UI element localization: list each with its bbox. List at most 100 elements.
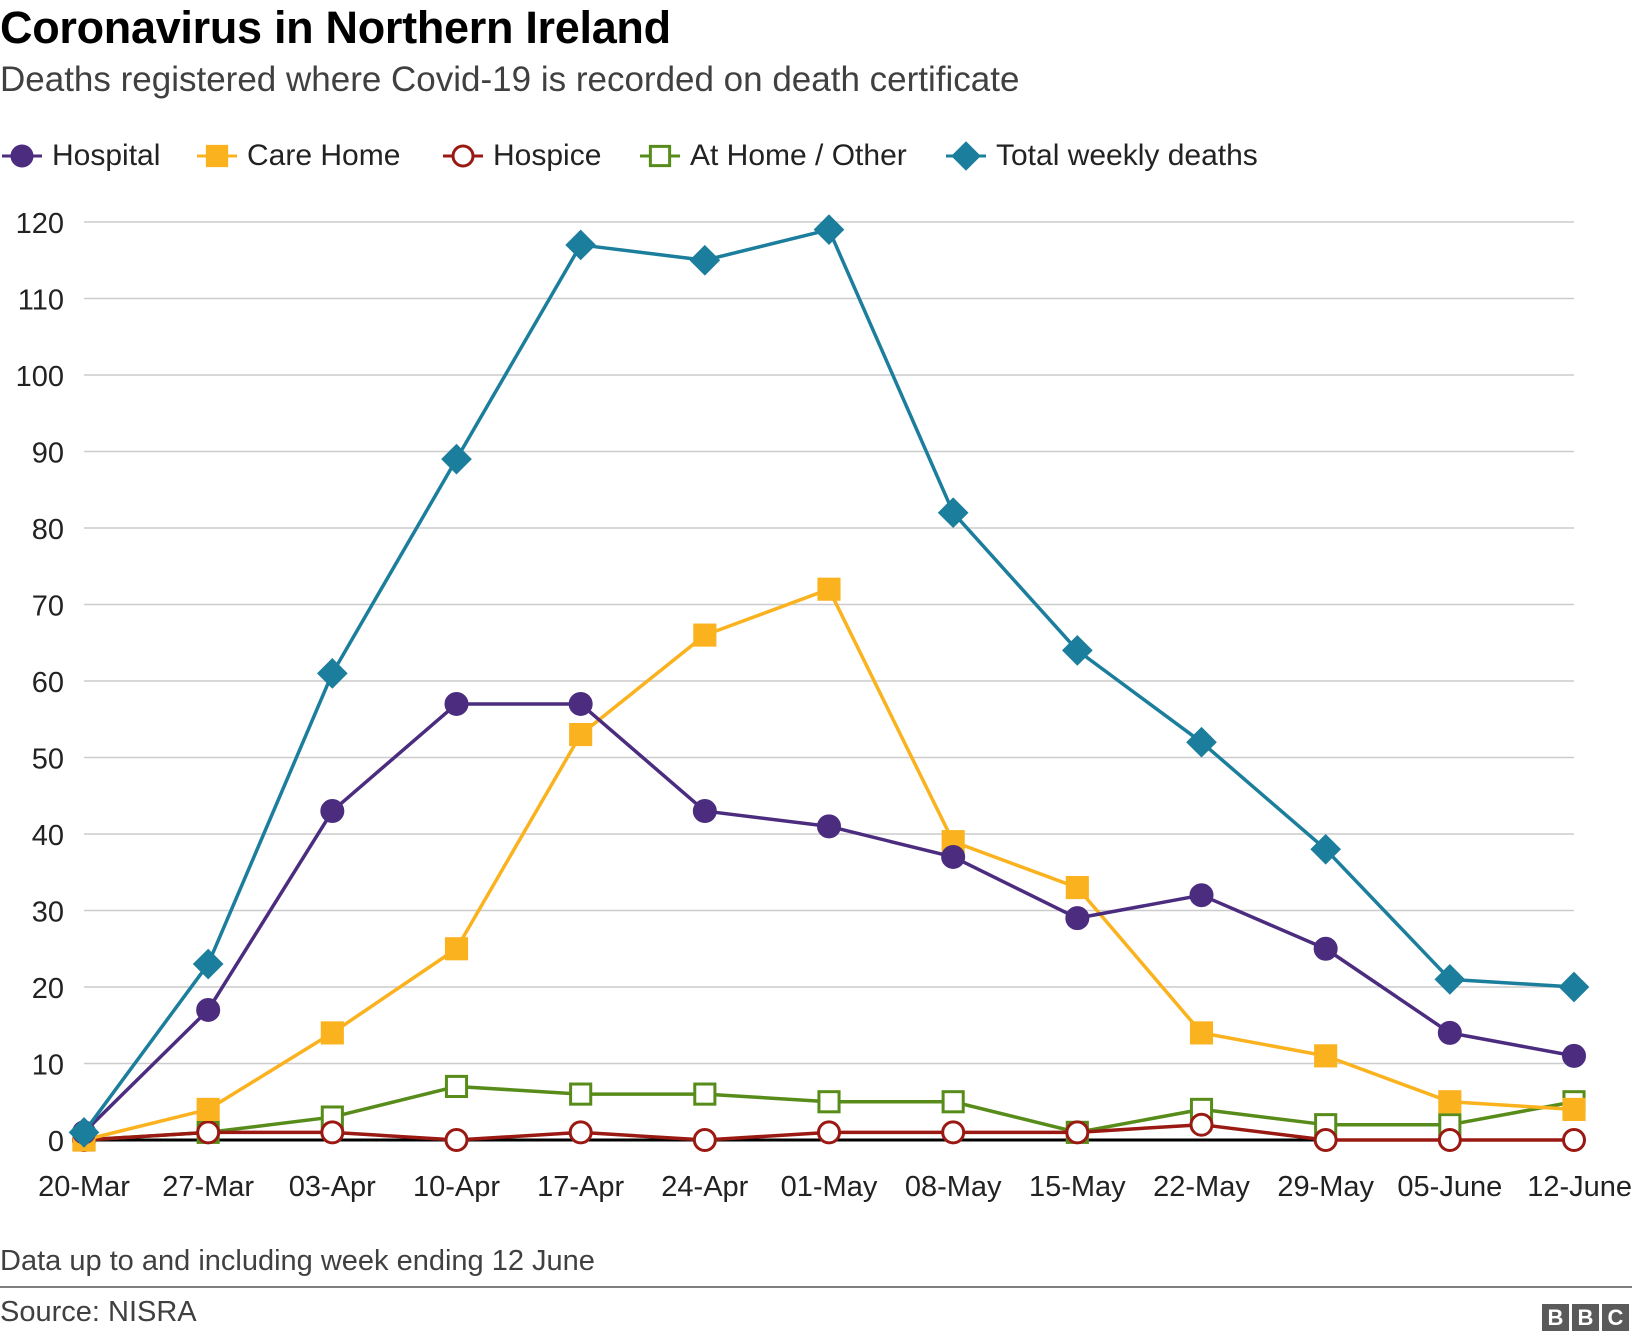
- chart-subtitle: Deaths registered where Covid-19 is reco…: [0, 60, 1020, 99]
- legend-swatch: [640, 144, 680, 168]
- data-point-hospital: [1437, 1020, 1462, 1045]
- data-point-total-weekly-deaths: [689, 244, 721, 276]
- legend-marker: [205, 144, 229, 168]
- data-point-care-home: [569, 722, 593, 747]
- y-tick-label: 40: [32, 820, 64, 852]
- x-tick-label: 17-Apr: [537, 1171, 624, 1203]
- data-point-total-weekly-deaths: [1310, 833, 1342, 865]
- legend-marker: [951, 141, 981, 171]
- y-tick-label: 0: [48, 1126, 64, 1158]
- legend-swatch: [197, 144, 237, 168]
- data-point-hospital: [692, 799, 717, 824]
- y-tick-label: 80: [32, 514, 64, 546]
- data-point-hospice: [941, 1120, 966, 1145]
- legend-item-hospice: Hospice: [443, 134, 601, 178]
- data-point-hospice: [817, 1120, 841, 1145]
- data-point-care-home: [196, 1097, 220, 1121]
- legend-label: Total weekly deaths: [996, 139, 1258, 172]
- data-point-hospice: [568, 1120, 593, 1145]
- y-tick-label: 120: [16, 208, 64, 240]
- legend-swatch: [946, 141, 986, 171]
- data-point-at-home-other: [569, 1082, 593, 1106]
- data-point-total-weekly-deaths: [1434, 964, 1466, 995]
- bbc-logo-block: C: [1602, 1304, 1629, 1331]
- data-point-total-weekly-deaths: [565, 229, 597, 261]
- legend-marker: [648, 144, 672, 168]
- y-tick-label: 110: [18, 285, 64, 317]
- data-point-care-home: [1438, 1090, 1462, 1114]
- x-tick-label: 24-Apr: [661, 1171, 748, 1203]
- data-point-care-home: [320, 1021, 344, 1045]
- chart-title: Coronavirus in Northern Ireland: [0, 2, 671, 53]
- data-point-total-weekly-deaths: [937, 497, 969, 529]
- legend-label: At Home / Other: [690, 139, 907, 172]
- data-point-hospice: [320, 1120, 345, 1145]
- legend-label: Care Home: [247, 139, 401, 172]
- series-line-hospital: [82, 702, 1575, 1134]
- legend-marker: [451, 144, 475, 168]
- x-tick-label: 10-Apr: [413, 1171, 500, 1203]
- legend-item-care-home: Care Home: [197, 134, 400, 178]
- data-point-hospital: [941, 844, 966, 869]
- data-point-care-home: [1189, 1021, 1214, 1045]
- data-point-hospice: [692, 1128, 717, 1152]
- data-point-total-weekly-deaths: [1558, 971, 1590, 1003]
- data-point-care-home: [817, 577, 841, 601]
- legend-marker: [10, 144, 34, 168]
- data-point-total-weekly-deaths: [316, 658, 348, 689]
- data-point-total-weekly-deaths: [192, 948, 224, 980]
- chart-source: Source: NISRA: [0, 1296, 197, 1328]
- data-point-hospital: [817, 814, 841, 839]
- x-tick-label: 20-Mar: [38, 1171, 130, 1203]
- y-tick-label: 60: [32, 667, 64, 699]
- data-point-hospital: [196, 997, 221, 1022]
- data-point-hospital: [1562, 1043, 1586, 1068]
- legend-swatch: [443, 144, 483, 168]
- x-tick-label: 15-May: [1029, 1171, 1126, 1203]
- data-point-hospital: [1189, 883, 1214, 908]
- data-point-hospital: [320, 799, 345, 824]
- legend-item-hospital: Hospital: [2, 134, 160, 178]
- legend-swatch: [2, 144, 42, 168]
- data-point-total-weekly-deaths: [1186, 726, 1217, 758]
- chart-footnote: Data up to and including week ending 12 …: [0, 1245, 595, 1277]
- data-point-hospital: [1065, 906, 1090, 931]
- data-point-total-weekly-deaths: [813, 214, 845, 245]
- data-point-at-home-other: [941, 1090, 965, 1114]
- data-point-hospice: [1562, 1128, 1586, 1152]
- y-tick-label: 100: [16, 361, 64, 393]
- y-tick-label: 50: [32, 744, 64, 776]
- y-tick-label: 20: [32, 973, 64, 1005]
- x-tick-label: 01-May: [781, 1171, 878, 1203]
- data-point-care-home: [693, 623, 717, 647]
- x-tick-label: 08-May: [905, 1171, 1002, 1203]
- series-line-care-home: [83, 587, 1575, 1142]
- data-point-hospice: [1189, 1112, 1214, 1137]
- data-point-hospice: [444, 1128, 469, 1152]
- data-point-total-weekly-deaths: [1061, 635, 1093, 666]
- data-point-total-weekly-deaths: [441, 443, 472, 475]
- x-tick-label: 05-June: [1397, 1171, 1502, 1203]
- data-point-hospice: [196, 1120, 221, 1145]
- x-tick-label: 12-June: [1527, 1171, 1632, 1203]
- bbc-logo-block: B: [1572, 1304, 1599, 1331]
- x-tick-label: 29-May: [1277, 1171, 1374, 1203]
- data-point-hospice: [1437, 1128, 1462, 1152]
- data-point-hospital: [444, 691, 469, 716]
- data-point-care-home: [444, 937, 469, 961]
- legend-item-at-home-other: At Home / Other: [640, 134, 907, 178]
- data-point-at-home-other: [817, 1090, 841, 1114]
- data-point-hospice: [1313, 1128, 1338, 1152]
- line-chart: 0 10 20 30 40 50 60 70 80 90 100 110 120 20-Mar 27-Mar…: [16, 208, 1632, 1203]
- data-point-at-home-other: [693, 1082, 717, 1106]
- data-point-total-weekly-deaths: [68, 1117, 100, 1148]
- data-point-hospice: [1065, 1120, 1090, 1145]
- x-tick-label: 03-Apr: [289, 1171, 376, 1203]
- x-tick-label: 22-May: [1153, 1171, 1250, 1203]
- bbc-logo-block: B: [1542, 1304, 1569, 1331]
- data-point-care-home: [1065, 875, 1089, 900]
- legend-label: Hospital: [52, 139, 161, 172]
- y-tick-label: 10: [32, 1050, 64, 1082]
- data-point-at-home-other: [444, 1074, 469, 1099]
- legend-label: Hospice: [493, 139, 602, 172]
